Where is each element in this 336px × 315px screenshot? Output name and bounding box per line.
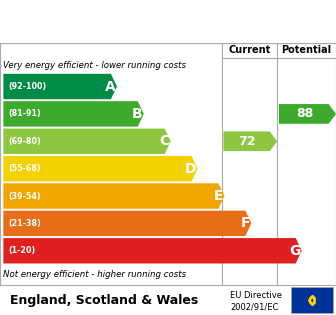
Text: Energy Efficiency Rating: Energy Efficiency Rating (53, 12, 283, 30)
Polygon shape (223, 131, 277, 151)
Text: C: C (159, 134, 169, 148)
Bar (291, 288, 333, 312)
Text: (69-80): (69-80) (8, 137, 41, 146)
Text: 88: 88 (296, 107, 313, 120)
Text: D: D (185, 162, 196, 176)
Text: 2002/91/EC: 2002/91/EC (230, 302, 279, 311)
Polygon shape (3, 74, 117, 99)
Text: Potential: Potential (282, 45, 332, 55)
Polygon shape (3, 211, 251, 236)
Text: G: G (289, 244, 300, 258)
Text: (55-68): (55-68) (8, 164, 41, 173)
Text: Very energy efficient - lower running costs: Very energy efficient - lower running co… (3, 61, 186, 70)
Text: EU Directive: EU Directive (230, 291, 282, 300)
Text: B: B (132, 107, 142, 121)
Text: Current: Current (228, 45, 270, 55)
Text: (1-20): (1-20) (8, 246, 36, 255)
Polygon shape (3, 101, 144, 127)
Polygon shape (3, 129, 171, 154)
Polygon shape (3, 238, 302, 263)
Text: (39-54): (39-54) (8, 192, 41, 201)
Polygon shape (279, 104, 336, 124)
Text: England, Scotland & Wales: England, Scotland & Wales (10, 294, 198, 307)
Text: A: A (105, 79, 116, 94)
Text: Not energy efficient - higher running costs: Not energy efficient - higher running co… (3, 270, 186, 279)
Text: (21-38): (21-38) (8, 219, 41, 228)
Text: 72: 72 (239, 135, 256, 148)
Text: (92-100): (92-100) (8, 82, 47, 91)
Text: (81-91): (81-91) (8, 109, 41, 118)
Text: E: E (214, 189, 223, 203)
Text: F: F (241, 216, 250, 230)
Polygon shape (3, 183, 224, 209)
Polygon shape (3, 156, 198, 181)
